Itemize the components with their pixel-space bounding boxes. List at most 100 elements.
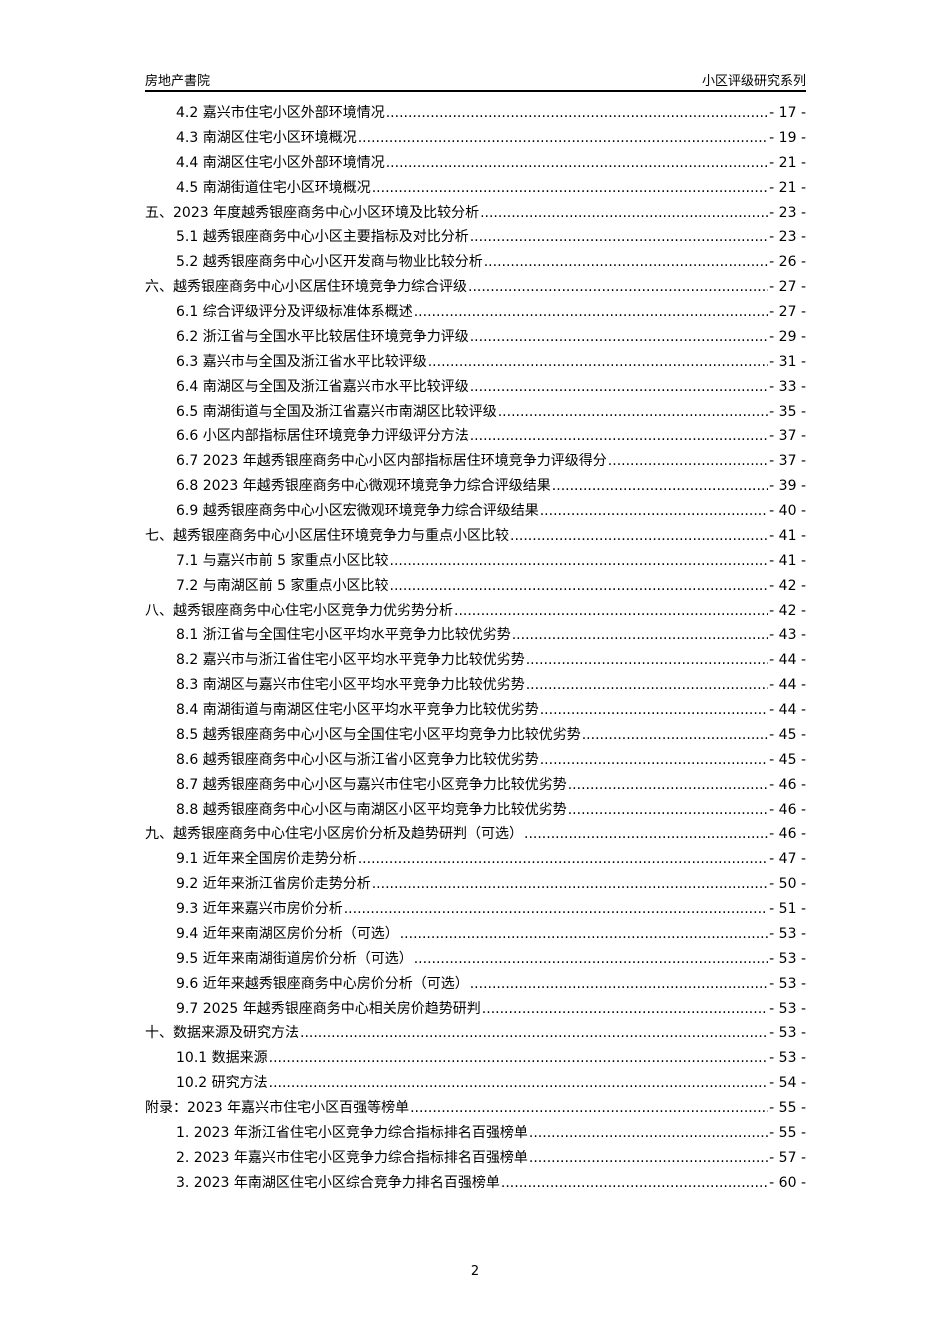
toc-entry[interactable]: 2. 2023 年嘉兴市住宅小区竞争力综合指标排名百强榜单 - 57 - — [145, 1146, 806, 1171]
toc-entry-page: - 60 - — [769, 1174, 806, 1191]
toc-entry-title: 1. 2023 年浙江省住宅小区竞争力综合指标排名百强榜单 — [176, 1124, 528, 1141]
toc-entry[interactable]: 6.6 小区内部指标居住环境竞争力评级评分方法 - 37 - — [145, 424, 806, 449]
toc-entry-title: 4.4 南湖区住宅小区外部环境情况 — [176, 154, 385, 171]
dot-leader — [540, 698, 768, 723]
toc-entry[interactable]: 九、越秀银座商务中心住宅小区房价分析及趋势研判（可选） - 46 - — [145, 822, 806, 847]
toc-entry-page: - 37 - — [769, 428, 806, 445]
toc-entry[interactable]: 9.5 近年来南湖街道房价分析（可选） - 53 - — [145, 947, 806, 972]
toc-entry-title: 八、越秀银座商务中心住宅小区竞争力优劣势分析 — [145, 602, 453, 619]
dot-leader — [482, 997, 768, 1022]
toc-entry-page: - 42 - — [769, 602, 806, 619]
toc-entry-title: 9.3 近年来嘉兴市房价分析 — [176, 901, 343, 917]
toc-entry[interactable]: 6.2 浙江省与全国水平比较居住环境竞争力评级 - 29 - — [145, 325, 806, 350]
toc-entry[interactable]: 10.2 研究方法 - 54 - — [145, 1071, 806, 1096]
toc-entry[interactable]: 五、2023 年度越秀银座商务中心小区环境及比较分析 - 23 - — [145, 201, 806, 226]
dot-leader — [372, 872, 768, 897]
toc-entry[interactable]: 5.2 越秀银座商务中心小区开发商与物业比较分析 - 26 - — [145, 250, 806, 275]
toc-entry-page: - 17 - — [769, 105, 806, 121]
toc-entry[interactable]: 十、数据来源及研究方法 - 53 - — [145, 1021, 806, 1046]
dot-leader — [468, 275, 768, 300]
toc-entry-title: 附录：2023 年嘉兴市住宅小区百强等榜单 — [145, 1100, 410, 1116]
dot-leader — [300, 1021, 768, 1046]
dot-leader — [386, 151, 768, 176]
toc-entry-page: - 51 - — [769, 901, 806, 917]
toc-entry-title: 六、越秀银座商务中心小区居住环境竞争力综合评级 — [145, 279, 467, 296]
toc-entry-page: - 46 - — [769, 826, 806, 843]
toc-entry-page: - 43 - — [769, 627, 806, 644]
toc-entry[interactable]: 4.4 南湖区住宅小区外部环境情况 - 21 - — [145, 151, 806, 176]
toc-entry[interactable]: 8.8 越秀银座商务中心小区与南湖区小区平均竞争力比较优劣势 - 46 - — [145, 798, 806, 823]
toc-entry-page: - 37 - — [769, 453, 806, 470]
toc-entry[interactable]: 3. 2023 年南湖区住宅小区综合竞争力排名百强榜单 - 60 - — [145, 1171, 806, 1196]
toc-entry-page: - 53 - — [769, 950, 806, 967]
toc-entry-page: - 26 - — [769, 254, 806, 271]
toc-entry-page: - 55 - — [769, 1124, 806, 1141]
toc-entry-title: 五、2023 年度越秀银座商务中心小区环境及比较分析 — [145, 204, 480, 221]
dot-leader — [524, 822, 768, 847]
toc-entry[interactable]: 6.8 2023 年越秀银座商务中心微观环境竞争力综合评级结果 - 39 - — [145, 474, 806, 499]
toc-entry[interactable]: 八、越秀银座商务中心住宅小区竞争力优劣势分析 - 42 - — [145, 599, 806, 624]
dot-leader — [390, 574, 769, 599]
toc-entry[interactable]: 7.1 与嘉兴市前 5 家重点小区比较 - 41 - — [145, 549, 806, 574]
toc-entry[interactable]: 9.4 近年来南湖区房价分析（可选） - 53 - — [145, 922, 806, 947]
toc-entry-title: 6.3 嘉兴市与全国及浙江省水平比较评级 — [176, 353, 427, 370]
toc-entry[interactable]: 六、越秀银座商务中心小区居住环境竞争力综合评级 - 27 - — [145, 275, 806, 300]
toc-entry-title: 8.5 越秀银座商务中心小区与全国住宅小区平均竞争力比较优劣势 — [176, 726, 581, 743]
toc-entry-page: - 27 - — [769, 304, 806, 320]
toc-entry[interactable]: 8.5 越秀银座商务中心小区与全国住宅小区平均竞争力比较优劣势 - 45 - — [145, 723, 806, 748]
toc-entry[interactable]: 8.6 越秀银座商务中心小区与浙江省小区竞争力比较优劣势 - 45 - — [145, 748, 806, 773]
toc-entry-page: - 41 - — [769, 527, 806, 544]
toc-entry-page: - 29 - — [769, 328, 806, 345]
toc-entry-page: - 33 - — [769, 378, 806, 395]
toc-entry-title: 8.4 南湖街道与南湖区住宅小区平均水平竞争力比较优劣势 — [176, 702, 539, 718]
toc-entry[interactable]: 6.1 综合评级评分及评级标准体系概述 - 27 - — [145, 300, 806, 325]
toc-entry-page: - 23 - — [769, 204, 806, 221]
toc-entry-title: 8.6 越秀银座商务中心小区与浙江省小区竞争力比较优劣势 — [176, 751, 539, 768]
toc-entry[interactable]: 8.2 嘉兴市与浙江省住宅小区平均水平竞争力比较优劣势 - 44 - — [145, 648, 806, 673]
dot-leader — [582, 723, 768, 748]
toc-entry[interactable]: 9.2 近年来浙江省房价走势分析 - 50 - — [145, 872, 806, 897]
toc-entry[interactable]: 5.1 越秀银座商务中心小区主要指标及对比分析 - 23 - — [145, 225, 806, 250]
toc-entry-title: 10.1 数据来源 — [176, 1050, 268, 1067]
toc-entry[interactable]: 6.3 嘉兴市与全国及浙江省水平比较评级 - 31 - — [145, 350, 806, 375]
toc-entry[interactable]: 8.4 南湖街道与南湖区住宅小区平均水平竞争力比较优劣势 - 44 - — [145, 698, 806, 723]
toc-entry[interactable]: 6.5 南湖街道与全国及浙江省嘉兴市南湖区比较评级 - 35 - — [145, 400, 806, 425]
toc-entry-page: - 44 - — [769, 702, 806, 718]
toc-entry-title: 5.2 越秀银座商务中心小区开发商与物业比较分析 — [176, 254, 483, 271]
header-right: 小区评级研究系列 — [701, 74, 806, 89]
toc-entry-page: - 45 - — [769, 726, 806, 743]
toc-entry[interactable]: 七、越秀银座商务中心小区居住环境竞争力与重点小区比较 - 41 - — [145, 524, 806, 549]
dot-leader — [358, 847, 768, 872]
table-of-contents: 4.2 嘉兴市住宅小区外部环境情况 - 17 - 4.3 南湖区住宅小区环境概况 - … — [145, 101, 806, 1196]
toc-entry-title: 6.5 南湖街道与全国及浙江省嘉兴市南湖区比较评级 — [176, 403, 497, 420]
toc-entry[interactable]: 4.2 嘉兴市住宅小区外部环境情况 - 17 - — [145, 101, 806, 126]
toc-entry[interactable]: 6.4 南湖区与全国及浙江省嘉兴市水平比较评级 - 33 - — [145, 375, 806, 400]
toc-entry[interactable]: 4.3 南湖区住宅小区环境概况 - 19 - — [145, 126, 806, 151]
toc-entry[interactable]: 附录：2023 年嘉兴市住宅小区百强等榜单 - 55 - — [145, 1096, 806, 1121]
dot-leader — [344, 897, 768, 922]
toc-entry[interactable]: 8.1 浙江省与全国住宅小区平均水平竞争力比较优劣势 - 43 - — [145, 623, 806, 648]
toc-entry[interactable]: 6.9 越秀银座商务中心小区宏微观环境竞争力综合评级结果 - 40 - — [145, 499, 806, 524]
toc-entry-title: 4.5 南湖街道住宅小区环境概况 — [176, 179, 371, 196]
dot-leader — [470, 424, 768, 449]
toc-entry[interactable]: 9.7 2025 年越秀银座商务中心相关房价趋势研判 - 53 - — [145, 997, 806, 1022]
toc-entry[interactable]: 9.3 近年来嘉兴市房价分析 - 51 - — [145, 897, 806, 922]
toc-entry-page: - 50 - — [769, 876, 806, 893]
toc-entry[interactable]: 4.5 南湖街道住宅小区环境概况 - 21 - — [145, 176, 806, 201]
toc-entry[interactable]: 9.6 近年来越秀银座商务中心房价分析（可选） - 53 - — [145, 972, 806, 997]
toc-entry[interactable]: 1. 2023 年浙江省住宅小区竞争力综合指标排名百强榜单 - 55 - — [145, 1121, 806, 1146]
toc-entry-title: 6.9 越秀银座商务中心小区宏微观环境竞争力综合评级结果 — [176, 503, 539, 519]
toc-entry-title: 9.2 近年来浙江省房价走势分析 — [176, 876, 371, 893]
toc-entry-page: - 40 - — [769, 503, 806, 519]
toc-entry[interactable]: 8.7 越秀银座商务中心小区与嘉兴市住宅小区竞争力比较优劣势 - 46 - — [145, 773, 806, 798]
toc-entry[interactable]: 8.3 南湖区与嘉兴市住宅小区平均水平竞争力比较优劣势 - 44 - — [145, 673, 806, 698]
toc-entry[interactable]: 7.2 与南湖区前 5 家重点小区比较 - 42 - — [145, 574, 806, 599]
toc-entry[interactable]: 6.7 2023 年越秀银座商务中心小区内部指标居住环境竞争力评级得分 - 37 … — [145, 449, 806, 474]
toc-entry[interactable]: 9.1 近年来全国房价走势分析 - 47 - — [145, 847, 806, 872]
toc-entry[interactable]: 10.1 数据来源 - 53 - — [145, 1046, 806, 1071]
dot-leader — [540, 748, 768, 773]
toc-entry-title: 5.1 越秀银座商务中心小区主要指标及对比分析 — [176, 229, 469, 246]
toc-entry-title: 4.2 嘉兴市住宅小区外部环境情况 — [176, 105, 385, 121]
toc-entry-page: - 21 - — [769, 179, 806, 196]
toc-entry-page: - 21 - — [769, 154, 806, 171]
